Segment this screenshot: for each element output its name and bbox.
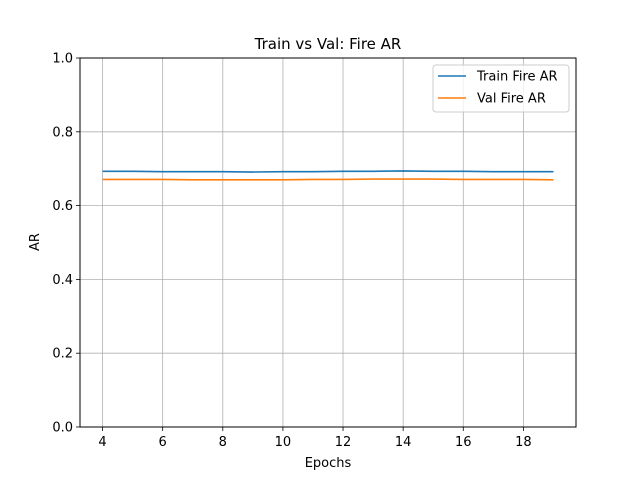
plot-frame [79, 57, 577, 428]
chart-title: Train vs Val: Fire AR [254, 35, 402, 53]
x-tick-label: 12 [335, 435, 352, 450]
y-axis-label: AR [28, 233, 43, 251]
y-tick-label: 0.0 [52, 421, 73, 436]
y-tick-label: 0.2 [52, 347, 73, 362]
x-tick-label: 6 [159, 435, 167, 450]
axis-ticks: 4 6 8 10 12 14 16 18 0.0 0.2 0.4 0.6 0.8 1.0 [52, 52, 531, 451]
y-tick-label: 0.6 [52, 199, 73, 214]
series-line-train [102, 170, 554, 173]
y-tick-label: 1.0 [52, 52, 73, 67]
x-tick-label: 18 [515, 435, 532, 450]
y-tick-label: 0.4 [52, 273, 73, 288]
legend-label: Val Fire AR [477, 92, 546, 107]
x-tick-label: 14 [395, 435, 412, 450]
y-tick-label: 0.8 [52, 125, 73, 140]
series-line-val [102, 178, 554, 181]
x-tick-label: 8 [219, 435, 227, 450]
legend-label: Train Fire AR [476, 70, 558, 85]
x-tick-label: 16 [455, 435, 472, 450]
x-tick-label: 4 [98, 435, 106, 450]
x-tick-label: 10 [275, 435, 292, 450]
legend-box [432, 64, 570, 113]
legend: Train Fire AR Val Fire AR [432, 64, 570, 113]
x-axis-label: Epochs [305, 456, 352, 471]
series-lines [102, 170, 554, 181]
